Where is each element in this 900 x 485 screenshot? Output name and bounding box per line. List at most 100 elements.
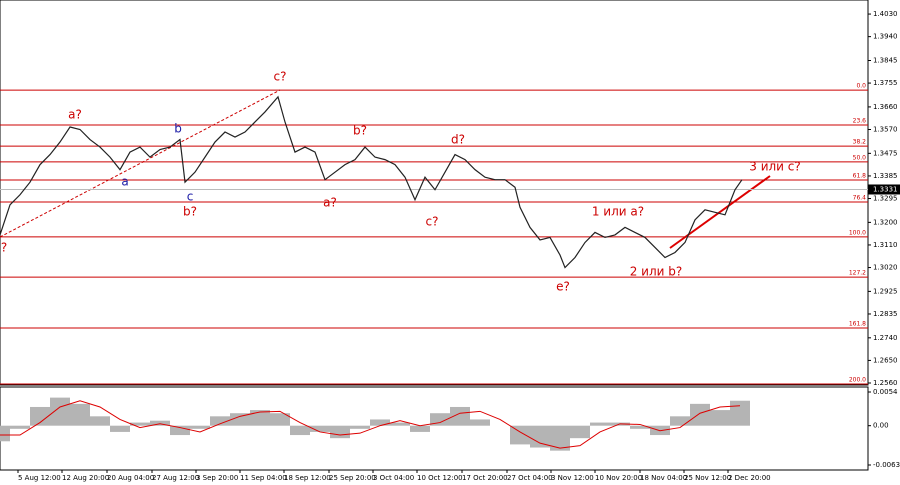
y-tick-label: 1.2650 [873,356,898,364]
x-tick-label: 3 Oct 04:00 [373,474,414,482]
histogram-bar [550,425,570,451]
histogram-bar [570,425,590,439]
wave-label: c? [274,70,287,84]
y-tick-label: 1.3660 [873,103,898,111]
y-tick-label: 1.3845 [873,56,898,64]
last-price-label: 1.3331 [873,185,898,193]
histogram-bar [110,425,130,432]
y-tick-label: 1.3110 [873,241,898,249]
histogram-bar [470,419,490,426]
y-tick-label: 1.3295 [873,195,898,203]
wave-label: b [174,122,182,136]
histogram-bar [710,410,730,426]
histogram-bar [210,416,230,426]
price-panel [0,0,869,386]
fib-label: 161.8 [849,321,866,328]
x-tick-label: 3 Nov 12:00 [551,474,594,482]
wave-label: 2 или b? [630,265,683,279]
y-tick-label: 1.3200 [873,218,898,226]
y-tick-label: 1.3570 [873,126,898,134]
histogram-bar [430,413,450,426]
y-tick-label: 1.3755 [873,79,898,87]
histogram-bar [530,425,550,448]
wave-label: 1 или а? [592,205,644,219]
histogram-bar [410,425,430,432]
signal-line [0,400,741,449]
trend-line [669,175,771,249]
wave-label: c? [426,215,439,229]
x-tick-label: 27 Aug 12:00 [152,474,199,482]
histogram-bar [190,425,210,429]
histogram-bar [30,406,50,426]
histogram-bar [150,420,170,426]
x-tick-label: 11 Sep 04:00 [240,474,287,482]
x-tick-label: 27 Oct 04:00 [507,474,553,482]
channel-line [0,89,281,238]
histogram-bar [90,416,110,426]
histogram-bar [730,400,750,426]
wave-label: d? [451,133,465,147]
fib-label: 200.0 [849,376,866,383]
fib-label: 50.0 [853,154,867,161]
x-tick-label: 20 Aug 04:00 [107,474,154,482]
y-tick-label: 1.2925 [873,287,898,295]
y-tick-label: 1.2835 [873,310,898,318]
fib-label: 100.0 [849,229,866,236]
wave-label: a? [323,196,337,210]
y-tick-label: 0.00 [873,422,889,430]
y-tick-label: 1.3940 [873,33,898,41]
x-tick-label: 18 Sep 12:00 [284,474,331,482]
fib-label: 0.0 [856,83,866,90]
histogram-bar [170,425,190,436]
histogram-bar [230,413,250,426]
histogram-bar [510,425,530,445]
x-tick-label: 10 Nov 20:00 [595,474,642,482]
histogram-bar [130,422,150,426]
last-price-box [868,184,900,195]
histogram-bar [670,416,690,426]
x-tick-label: 5 Aug 12:00 [18,474,61,482]
y-tick-label: 1.3385 [873,172,898,180]
wave-label: b? [183,205,197,219]
histogram-bar [70,403,90,426]
price-line [0,95,743,269]
wave-label: ? [1,241,7,255]
fib-label: 76.4 [853,195,867,202]
wave-label: a? [68,108,82,122]
y-tick-label: 1.3020 [873,264,898,272]
y-tick-label: 1.2560 [873,379,898,387]
x-tick-label: 17 Oct 20:00 [462,474,508,482]
oscillator-panel [0,386,869,471]
x-tick-label: 25 Nov 12:00 [684,474,731,482]
y-tick-label: 1.3475 [873,149,898,157]
histogram-bar [590,422,610,426]
x-tick-label: 18 Nov 04:00 [640,474,687,482]
histogram-bar [630,425,650,429]
fib-label: 127.2 [849,270,866,277]
fib-label: 23.6 [853,117,867,124]
histogram-bar [250,410,270,426]
histogram-bar [10,425,30,429]
wave-label: c [187,190,194,204]
y-tick-label: 1.4030 [873,10,898,18]
wave-label: a [121,175,128,189]
y-tick-label: -0.0063 [873,461,900,469]
histogram-bar [390,422,410,426]
histogram-bar [330,425,350,439]
histogram-bar [350,425,370,429]
x-tick-label: 12 Aug 20:00 [62,474,109,482]
x-tick-label: 2 Dec 20:00 [728,474,771,482]
y-tick-label: 0.0054 [873,388,898,396]
histogram-bar [310,425,330,432]
histogram-bar [50,397,70,426]
x-tick-label: 10 Oct 12:00 [417,474,463,482]
histogram-bar [450,406,470,426]
histogram-bar [290,425,310,436]
histogram-bar [690,403,710,426]
x-tick-label: 25 Sep 20:00 [329,474,376,482]
y-tick-label: 1.2740 [873,334,898,342]
wave-label: b? [353,124,367,138]
histogram-bar [370,419,390,426]
